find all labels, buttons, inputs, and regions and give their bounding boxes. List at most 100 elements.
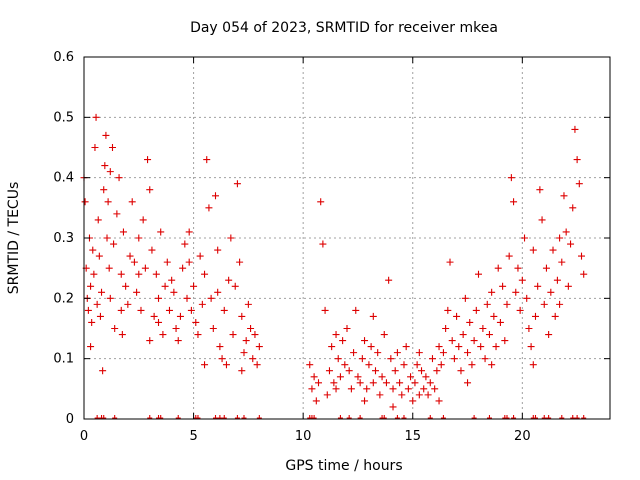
data-point: [308, 385, 316, 393]
data-point: [93, 300, 101, 308]
zero-rug-mark: [175, 415, 181, 419]
x-axis-label: GPS time / hours: [285, 458, 402, 474]
data-point: [229, 331, 237, 339]
data-point: [102, 131, 110, 139]
zero-rug-mark: [532, 415, 538, 419]
data-point: [391, 367, 399, 375]
data-point: [571, 125, 579, 133]
data-point: [496, 318, 504, 326]
data-point: [152, 270, 160, 278]
data-point: [426, 379, 434, 387]
data-point: [150, 312, 158, 320]
data-point: [212, 192, 219, 200]
data-point: [170, 288, 178, 296]
data-point: [433, 367, 441, 375]
data-point: [203, 156, 211, 164]
data-point: [385, 276, 393, 284]
zero-rug: [94, 415, 587, 419]
data-point: [378, 373, 386, 381]
zero-rug-mark: [195, 415, 201, 419]
data-point: [115, 174, 123, 182]
data-point: [207, 294, 215, 302]
data-point: [168, 276, 176, 284]
data-point: [387, 355, 395, 363]
data-point: [422, 373, 430, 381]
data-point: [144, 156, 152, 164]
data-point: [492, 343, 500, 351]
data-point: [249, 355, 257, 363]
data-point: [534, 282, 542, 290]
data-point: [106, 168, 114, 176]
data-point: [87, 343, 95, 351]
data-point: [396, 379, 404, 387]
data-point: [488, 361, 496, 369]
data-point: [255, 343, 263, 351]
data-point: [446, 258, 454, 266]
y-tick-label: 0.4: [53, 171, 74, 186]
data-point: [321, 306, 329, 314]
data-point: [192, 318, 200, 326]
data-point: [141, 264, 149, 272]
data-point: [488, 288, 496, 296]
data-point: [361, 397, 369, 405]
chart-title: Day 054 of 2023, SRMTID for receiver mke…: [190, 20, 498, 36]
data-point: [345, 367, 353, 375]
data-point: [470, 337, 478, 345]
data-point: [398, 391, 406, 399]
data-point: [163, 258, 171, 266]
data-point: [181, 240, 189, 248]
data-point: [551, 312, 559, 320]
data-point: [542, 264, 550, 272]
data-point: [455, 343, 463, 351]
data-point: [356, 379, 364, 387]
data-point: [556, 300, 564, 308]
y-tick-label: 0.6: [53, 50, 74, 65]
zero-rug-mark: [381, 415, 387, 419]
data-point: [523, 294, 531, 302]
data-point: [89, 246, 97, 254]
data-point: [96, 312, 104, 320]
data-point: [529, 361, 537, 369]
zero-rug-mark: [221, 415, 227, 419]
data-point: [111, 325, 119, 332]
data-point: [183, 294, 191, 302]
data-point: [187, 306, 195, 314]
data-point: [306, 361, 314, 369]
x-axis-ticks: 0 5 10 15 20: [80, 57, 531, 444]
data-point: [527, 343, 535, 351]
data-point: [479, 325, 487, 332]
data-point: [501, 337, 509, 345]
data-point: [477, 343, 485, 351]
data-point: [575, 180, 583, 188]
data-point: [457, 367, 465, 375]
zero-rug-mark: [401, 415, 407, 419]
data-point: [117, 306, 125, 314]
data-point: [347, 385, 355, 393]
data-point: [553, 276, 561, 284]
data-point: [578, 252, 586, 260]
data-point: [124, 300, 132, 308]
data-point: [216, 343, 224, 351]
data-point: [242, 337, 250, 345]
data-point: [247, 325, 255, 332]
data-point: [464, 379, 472, 387]
data-point: [139, 216, 147, 224]
data-point: [453, 312, 461, 320]
data-point: [148, 246, 156, 254]
data-point: [159, 331, 167, 339]
data-point: [310, 373, 318, 381]
zero-rug-mark: [511, 415, 517, 419]
data-point: [367, 343, 375, 351]
data-point: [133, 288, 141, 296]
data-point: [562, 228, 570, 236]
data-point: [103, 234, 111, 242]
data-point: [238, 367, 246, 375]
zero-rug-mark: [471, 415, 477, 419]
data-point: [415, 349, 423, 357]
data-point: [90, 270, 98, 278]
data-point: [325, 367, 333, 375]
data-point: [236, 258, 244, 266]
data-point: [99, 367, 107, 375]
data-point: [475, 270, 482, 278]
